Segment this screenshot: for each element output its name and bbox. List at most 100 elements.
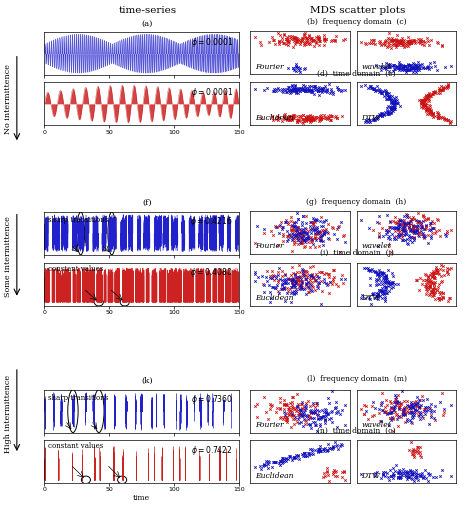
Point (421, 216, 428, 224)
Point (323, 446, 330, 454)
Point (366, 118, 374, 126)
Point (312, 84, 319, 92)
Point (285, 112, 293, 120)
Point (431, 269, 438, 277)
Point (444, 267, 451, 276)
Point (381, 293, 388, 301)
Point (299, 237, 306, 246)
Point (406, 217, 414, 225)
Point (328, 87, 335, 95)
Point (425, 108, 432, 116)
Point (392, 35, 400, 44)
Point (445, 81, 452, 89)
Point (437, 89, 444, 97)
Point (307, 116, 314, 124)
Point (294, 414, 301, 423)
Point (329, 444, 336, 453)
Point (272, 87, 279, 95)
Point (398, 39, 405, 47)
Point (420, 211, 427, 219)
Point (382, 285, 389, 294)
Point (300, 227, 308, 236)
Point (299, 412, 306, 420)
Point (445, 116, 452, 124)
Point (388, 280, 395, 288)
Point (379, 470, 387, 478)
Point (412, 473, 419, 482)
Point (293, 86, 300, 94)
Point (385, 63, 392, 71)
Point (361, 81, 369, 90)
Point (365, 415, 372, 423)
Point (297, 407, 305, 415)
Point (302, 242, 309, 251)
Point (311, 36, 319, 44)
Point (385, 62, 393, 70)
Point (403, 471, 410, 480)
Point (297, 113, 305, 121)
Point (404, 219, 411, 227)
Point (391, 103, 398, 111)
Point (378, 109, 386, 118)
Point (300, 269, 307, 278)
Point (316, 407, 323, 415)
Point (328, 35, 336, 44)
Point (296, 232, 303, 240)
Point (400, 61, 407, 69)
Point (411, 406, 419, 414)
Text: DTW: DTW (362, 114, 380, 122)
Point (386, 279, 393, 287)
Point (312, 234, 319, 242)
Point (284, 416, 291, 424)
Point (388, 98, 396, 106)
Point (378, 406, 386, 414)
Point (291, 281, 298, 289)
Point (379, 40, 387, 49)
Point (424, 105, 431, 113)
Point (322, 87, 330, 95)
Point (406, 66, 413, 74)
Point (285, 218, 292, 226)
Point (410, 64, 418, 73)
Point (409, 402, 416, 411)
Point (369, 116, 377, 124)
Point (299, 412, 307, 421)
Point (328, 387, 336, 396)
Point (251, 463, 259, 471)
Text: High intermittence: High intermittence (4, 376, 13, 453)
Point (429, 88, 437, 96)
Point (302, 280, 309, 288)
Point (433, 266, 441, 275)
Point (431, 112, 439, 121)
Point (431, 279, 438, 287)
Point (383, 211, 390, 219)
Point (437, 82, 445, 91)
Point (394, 409, 401, 418)
Point (268, 274, 276, 282)
Point (407, 401, 414, 410)
Point (364, 118, 372, 126)
Point (396, 62, 403, 70)
Point (287, 222, 294, 230)
Point (328, 414, 335, 423)
Point (401, 410, 409, 418)
Point (414, 209, 422, 217)
Point (398, 41, 406, 50)
Point (430, 413, 438, 422)
Point (293, 118, 301, 126)
Point (402, 65, 410, 74)
Point (400, 216, 408, 224)
Point (308, 445, 315, 453)
Point (326, 399, 333, 407)
Point (317, 299, 324, 308)
Point (290, 37, 298, 45)
Point (402, 409, 409, 417)
Point (268, 112, 276, 121)
Point (441, 116, 449, 124)
Point (434, 111, 441, 120)
Point (390, 99, 397, 108)
Point (386, 414, 394, 422)
Point (397, 39, 405, 47)
Point (379, 89, 386, 97)
Point (426, 420, 433, 428)
